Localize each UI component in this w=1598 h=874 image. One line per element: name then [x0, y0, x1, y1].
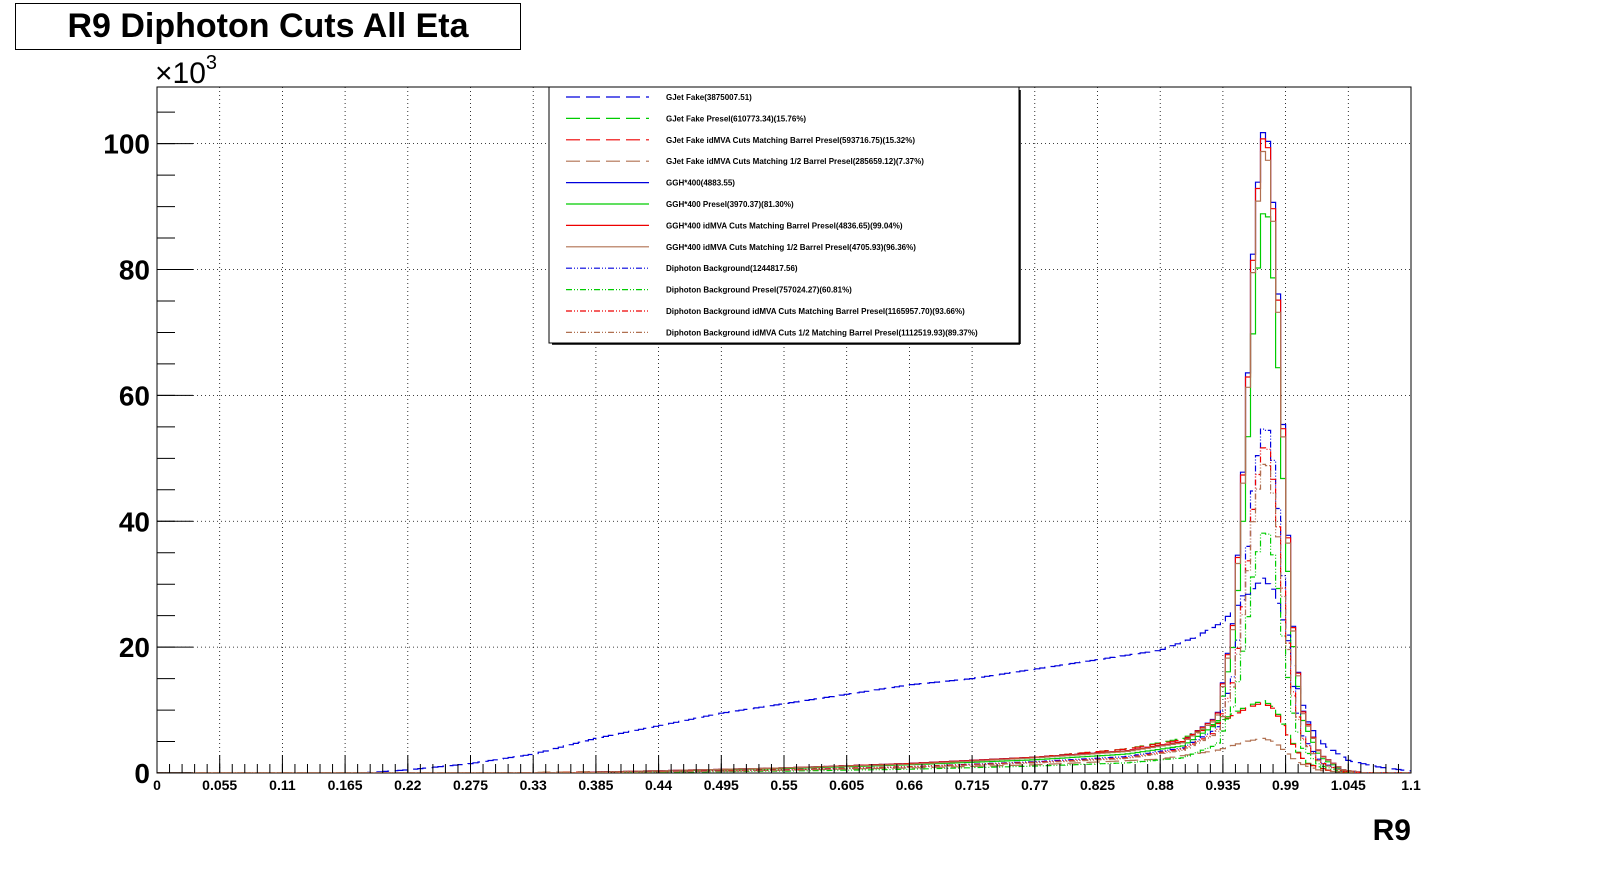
legend: GJet Fake(3875007.51) GJet Fake Presel(61…	[548, 86, 1021, 345]
series-line	[157, 532, 1411, 773]
series-line	[157, 150, 1411, 773]
y-exponent-power: 3	[206, 52, 217, 74]
y-exponent-base: ×10	[155, 57, 206, 90]
x-tick-label: 0.275	[453, 777, 488, 793]
legend-entry: GJet Fake idMVA Cuts Matching 1/2 Barrel…	[666, 157, 924, 166]
legend-entry: GGH*400 Presel(3970.37)(81.30%)	[666, 200, 794, 209]
x-tick-label: 0.385	[578, 777, 613, 793]
y-tick-label: 100	[103, 129, 150, 160]
series-layer	[157, 132, 1411, 773]
x-tick-label: 0.66	[896, 777, 923, 793]
x-tick-label: 0.33	[520, 777, 547, 793]
y-tick-label: 20	[119, 632, 150, 663]
legend-entry: Diphoton Background idMVA Cuts 1/2 Match…	[666, 328, 978, 337]
x-axis-label: R9	[1373, 814, 1411, 847]
x-tick-label: 0.495	[704, 777, 739, 793]
legend-entry: GGH*400 idMVA Cuts Matching 1/2 Barrel P…	[666, 243, 916, 252]
legend-entry: GJet Fake Presel(610773.34)(15.76%)	[666, 114, 806, 123]
x-tick-label: 0.825	[1080, 777, 1115, 793]
x-tick-label: 0.715	[955, 777, 990, 793]
y-tick-label: 40	[119, 506, 150, 537]
y-tick-label: 60	[119, 380, 150, 411]
x-tick-label: 0.55	[770, 777, 797, 793]
x-tick-label: 0.055	[202, 777, 237, 793]
y-exponent-label: ×103	[155, 52, 217, 90]
x-tick-label: 0	[153, 777, 161, 793]
legend-entry: GJet Fake(3875007.51)	[666, 93, 752, 102]
x-tick-label: 0.605	[829, 777, 864, 793]
chart-title: R9 Diphoton Cuts All Eta	[15, 3, 521, 50]
y-tick-label: 0	[134, 758, 150, 789]
x-tick-label: 0.44	[645, 777, 672, 793]
x-tick-label: 0.88	[1147, 777, 1174, 793]
legend-entry: GGH*400(4883.55)	[666, 179, 735, 188]
x-tick-label: 0.99	[1272, 777, 1299, 793]
x-tick-label: 1.1	[1401, 777, 1421, 793]
y-tick-label: 80	[119, 255, 150, 286]
x-tick-label: 0.11	[269, 777, 296, 793]
axis-layer: 0 0.055 0.11 0.165 0.22 0.275 0.33 0.385 0.44 0.4…	[103, 111, 1421, 793]
legend-entry: Diphoton Background(1244817.56)	[666, 264, 798, 273]
legend-entry: Diphoton Background Presel(757024.27)(60…	[666, 286, 852, 295]
x-tick-label: 0.22	[394, 777, 421, 793]
x-tick-label: 0.165	[328, 777, 363, 793]
legend-entry: GGH*400 idMVA Cuts Matching Barrel Prese…	[666, 221, 903, 230]
grid-layer	[157, 87, 1411, 773]
x-tick-label: 0.77	[1021, 777, 1048, 793]
x-tick-label: 0.935	[1205, 777, 1240, 793]
series-line	[157, 577, 1411, 773]
legend-entry: Diphoton Background idMVA Cuts Matching …	[666, 307, 965, 316]
legend-entry: GJet Fake idMVA Cuts Matching Barrel Pre…	[666, 136, 915, 145]
legend-box	[548, 86, 1020, 344]
x-tick-label: 1.045	[1331, 777, 1366, 793]
series-line	[157, 463, 1411, 773]
